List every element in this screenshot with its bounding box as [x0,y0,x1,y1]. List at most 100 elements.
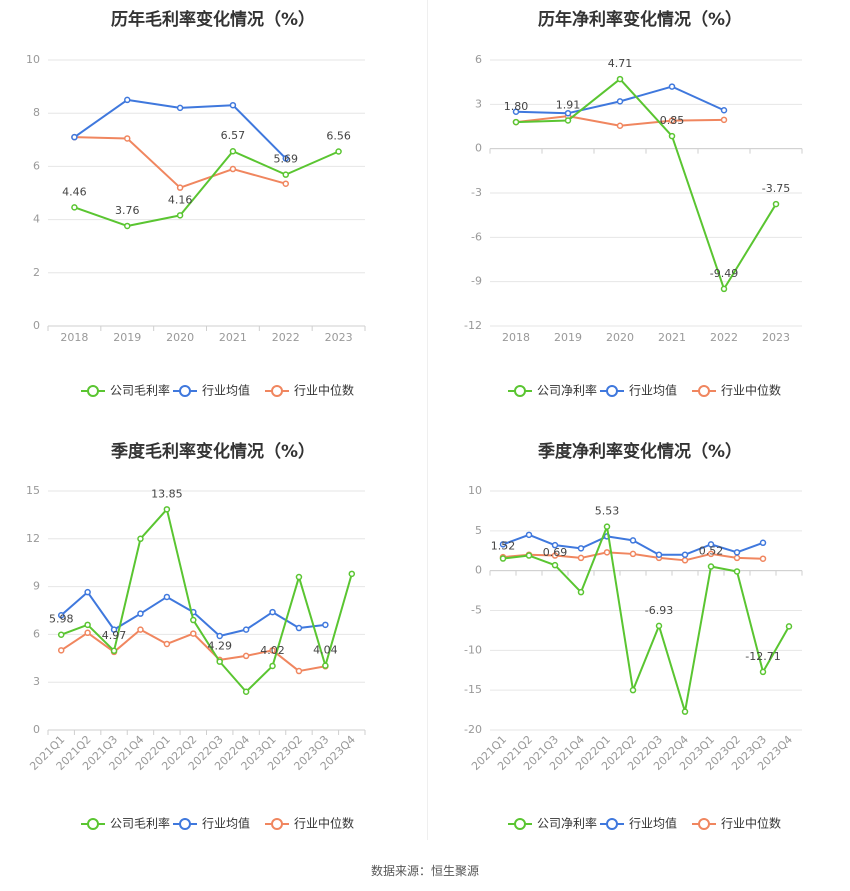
data-point-company [242,688,250,696]
x-tick-label: 2022 [710,331,738,344]
y-tick-label: 6 [475,53,482,66]
y-tick-label: 12 [26,532,40,545]
legend-swatch-marker [179,818,191,830]
data-point-industry_avg [216,632,223,640]
data-point-company [176,212,184,219]
data-point-company [71,204,78,211]
legend-label: 行业中位数 [721,383,781,398]
legend-item-industry_median: 行业中位数 [692,383,781,398]
legend-item-industry_avg: 行业均值 [173,383,250,398]
data-point-company [564,117,572,124]
data-point-industry_median [124,135,131,142]
legend-item-industry_avg: 行业均值 [600,383,677,398]
data-label: 5.98 [49,613,74,626]
y-tick-label: 6 [33,159,40,172]
legend-label: 公司毛利率 [110,383,170,398]
legend-item-industry_median: 行业中位数 [265,816,354,831]
data-point-industry_avg [322,621,329,629]
data-point-industry_avg [110,626,118,633]
data-point-industry_median [681,557,689,564]
x-tick-label: 2020 [166,331,194,344]
data-point-industry_median [84,629,91,637]
data-source-label: 数据来源：恒生聚源 [370,864,479,878]
data-point-industry_avg [137,610,144,617]
data-label: 1.80 [504,100,529,113]
legend-swatch-marker [87,818,99,830]
data-point-company [681,708,689,715]
data-point-industry_median [190,630,197,637]
data-point-industry_median [707,550,715,558]
data-point-company [720,285,728,293]
x-tick-label: 2021 [658,331,686,344]
data-point-industry_avg [512,108,520,115]
data-label: 5.69 [274,153,299,166]
legend-label: 公司毛利率 [110,816,170,831]
legend-swatch-marker [87,385,99,397]
x-tick-label: 2019 [113,331,141,344]
y-tick-label: 9 [33,580,40,593]
y-tick-label: -6 [471,230,482,243]
x-tick-label: 2022 [272,331,300,344]
data-point-company [603,523,611,530]
legend-item-industry_avg: 行业均值 [173,816,250,831]
data-point-industry_median [720,116,728,124]
legend-item-company: 公司毛利率 [81,816,170,831]
data-point-company [322,662,329,669]
data-point-company [216,658,223,665]
series-line-industry_median [74,136,287,189]
data-point-company [295,573,303,581]
chart-quarterly-gross: 季度毛利率变化情况（%）036912152021Q12021Q22021Q320… [26,441,366,831]
x-tick-label: 2021 [219,331,247,344]
data-point-industry_avg [629,537,637,544]
y-tick-label: 3 [33,675,40,688]
legend-item-company: 公司毛利率 [81,383,170,398]
data-point-company [655,622,663,630]
data-point-company [629,686,637,694]
data-point-company [577,588,585,596]
y-tick-label: 10 [26,53,40,66]
data-point-industry_avg [57,612,65,619]
legend-label: 行业中位数 [721,816,781,831]
legend-swatch-marker [606,385,618,397]
data-label: -9.49 [710,267,738,280]
data-point-industry_median [163,640,171,648]
y-tick-label: -12 [464,319,482,332]
x-tick-label: 2019 [554,331,582,344]
legend-swatch-marker [698,818,710,830]
legend-label: 行业均值 [629,816,677,831]
data-point-industry_avg [655,551,663,558]
y-tick-label: 5 [475,524,482,537]
data-point-industry_avg [269,608,276,616]
legend-swatch-marker [514,818,526,830]
data-point-company [499,555,507,562]
data-point-industry_median [733,554,741,562]
legend-swatch-marker [271,385,283,397]
data-point-company [668,132,676,140]
data-point-industry_avg [124,96,131,104]
data-label: 4.02 [260,644,285,657]
data-point-industry_avg [616,98,624,105]
data-point-industry_avg [242,626,250,633]
y-tick-label: -9 [471,275,482,288]
data-point-company [707,563,715,570]
legend-swatch-marker [271,818,283,830]
data-label: 4.46 [62,185,87,198]
series-line-company [502,525,790,713]
data-point-company [512,118,520,126]
data-point-industry_avg [176,104,184,112]
legend-label: 公司净利率 [537,816,597,831]
data-point-company [282,171,289,178]
data-point-industry_median [577,554,585,562]
data-label: 1.52 [491,540,516,553]
data-point-company [163,506,171,513]
x-tick-label: 2020 [606,331,634,344]
legend-label: 行业均值 [629,383,677,398]
data-point-company [785,623,793,630]
data-point-company [229,147,237,155]
data-point-industry_median [137,626,144,633]
data-label: -12.71 [745,650,780,663]
data-point-industry_avg [84,588,91,596]
legend-item-company: 公司净利率 [508,383,597,398]
x-tick-label: 2023 [325,331,353,344]
